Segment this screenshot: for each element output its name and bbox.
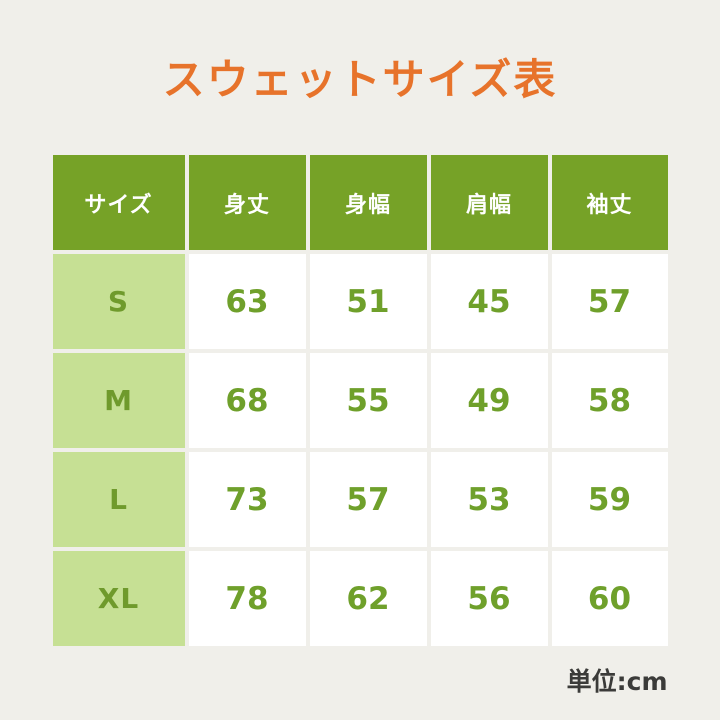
row-l-sleeve-length: 59 [551,452,668,547]
row-m-sleeve-length: 58 [551,353,668,448]
row-s-body-length: 63 [188,254,306,349]
row-l-body-width: 57 [309,452,427,547]
row-m-size-label: M [52,353,185,448]
header-cell-sleeve-length: 袖丈 [551,155,668,250]
row-xl-body-length: 78 [188,551,306,646]
row-s-sleeve-length: 57 [551,254,668,349]
unit-label: 単位:cm [566,667,668,696]
row-xl-body-width: 62 [309,551,427,646]
row-m-body-length: 68 [188,353,306,448]
row-l-shoulder-width: 53 [430,452,548,547]
row-xl-sleeve-length: 60 [551,551,668,646]
row-l-body-length: 73 [188,452,306,547]
row-s-shoulder-width: 45 [430,254,548,349]
row-s-size-label: S [52,254,185,349]
header-cell-body-width: 身幅 [309,155,427,250]
row-l-size-label: L [52,452,185,547]
header-cell-shoulder-width: 肩幅 [430,155,548,250]
row-m-body-width: 55 [309,353,427,448]
row-m-shoulder-width: 49 [430,353,548,448]
header-cell-body-length: 身丈 [188,155,306,250]
header-cell-size: サイズ [52,155,185,250]
size-chart-table: サイズ 身丈 身幅 肩幅 袖丈 S 63 51 45 57 M 68 55 49… [52,155,668,646]
row-xl-size-label: XL [52,551,185,646]
row-xl-shoulder-width: 56 [430,551,548,646]
row-s-body-width: 51 [309,254,427,349]
page-title: スウェットサイズ表 [162,55,558,104]
